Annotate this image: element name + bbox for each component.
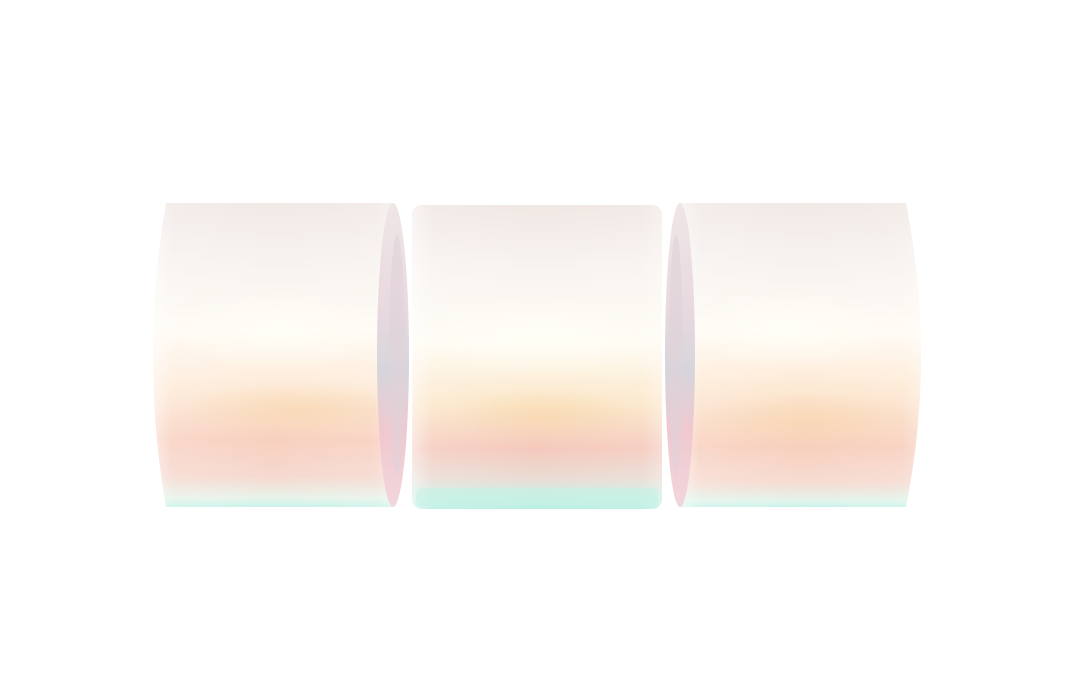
cylinder-segment-left [153, 203, 420, 507]
cylinder-segment-middle [412, 205, 662, 509]
cylinder-segment-right [665, 203, 925, 507]
